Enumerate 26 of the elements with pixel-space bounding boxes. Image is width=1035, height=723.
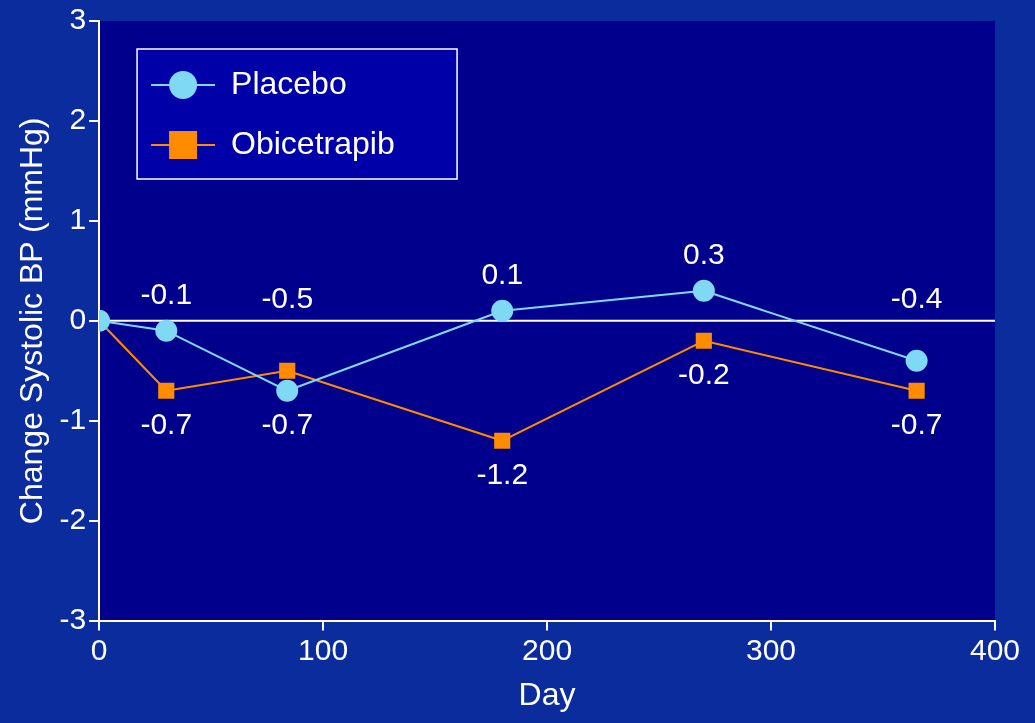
y-tick-label: -2 (59, 501, 87, 535)
legend-label: Obicetrapib (231, 124, 395, 161)
data-label: -0.2 (677, 357, 730, 391)
data-label: -0.4 (890, 281, 943, 315)
y-tick-label: 2 (69, 102, 87, 136)
data-label: -0.7 (890, 407, 943, 441)
x-tick-label: 400 (969, 632, 1021, 666)
data-label: -1.2 (476, 456, 529, 490)
x-tick-label: 300 (745, 632, 797, 666)
y-tick-label: 3 (69, 2, 87, 36)
y-tick-label: -3 (59, 601, 87, 635)
x-axis-title: Day (518, 675, 576, 712)
data-label: -0.7 (140, 407, 193, 441)
x-tick-label: 200 (522, 632, 573, 666)
data-label: 0.3 (682, 237, 725, 271)
y-tick-label: 1 (69, 202, 87, 236)
data-label: -0.1 (140, 277, 193, 311)
y-axis-title: Change Systolic BP (mmHg) (13, 117, 50, 525)
data-label: -0.7 (261, 407, 314, 441)
x-tick-label: 0 (90, 632, 108, 666)
legend-label: Placebo (231, 64, 347, 101)
y-tick-label: -1 (59, 402, 87, 435)
y-tick-label: 0 (69, 302, 87, 336)
x-tick-label: 100 (298, 632, 349, 666)
data-label: 0.1 (481, 257, 524, 291)
data-label: -0.5 (261, 281, 314, 315)
